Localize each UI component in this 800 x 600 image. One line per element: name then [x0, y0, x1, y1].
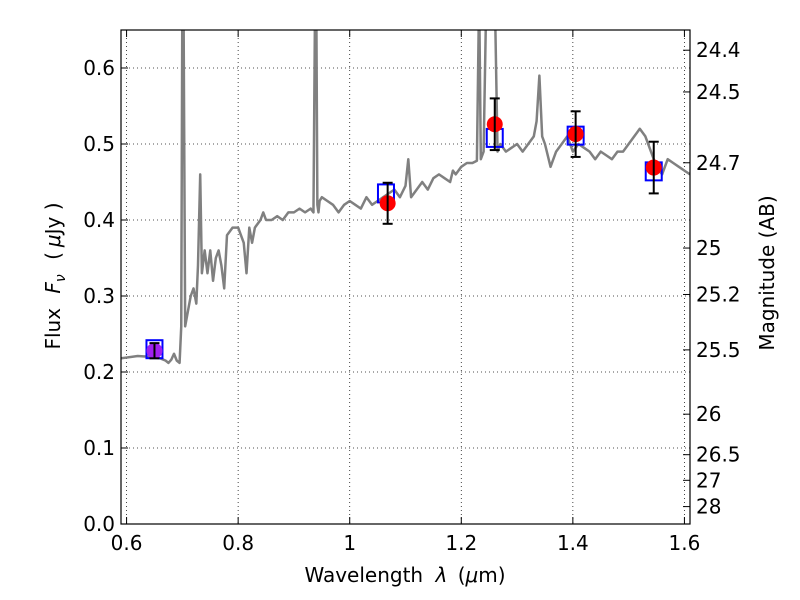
x-tick-label: 0.8 — [222, 531, 254, 555]
right-tick-label: 25 — [696, 236, 721, 260]
y-tick-label: 0.6 — [83, 56, 115, 80]
axes-frame — [120, 29, 691, 525]
right-tick-label: 25.5 — [696, 338, 741, 362]
y-tick-label: 0.2 — [83, 360, 115, 384]
spectrum-line — [121, 30, 690, 365]
right-axis-label: Magnitude (AB) — [755, 195, 779, 350]
plot-border — [120, 29, 691, 525]
right-tick-label: 26.5 — [696, 443, 741, 467]
right-tick-label: 24.7 — [696, 151, 741, 175]
right-tick-label: 26 — [696, 402, 721, 426]
plot-area — [121, 30, 690, 365]
y-tick-label: 0.3 — [83, 284, 115, 308]
x-tick-label: 0.6 — [111, 531, 143, 555]
x-tick-label: 1.2 — [445, 531, 477, 555]
x-axis-label: Wavelength λ (μm) — [304, 563, 505, 587]
gridlines — [121, 30, 690, 525]
right-tick-label: 28 — [696, 495, 721, 519]
x-tick-label: 1 — [343, 531, 356, 555]
right-tick-label: 27 — [696, 468, 721, 492]
y-tick-label: 0.1 — [83, 436, 115, 460]
y-tick-label: 0.5 — [83, 132, 115, 156]
y-tick-label: 0.0 — [83, 512, 115, 536]
x-tick-label: 1.6 — [669, 531, 701, 555]
right-tick-label: 25.2 — [696, 282, 741, 306]
axis-ticks: 0.6 0.8 1 1.2 1.4 1.6 0.0 0.1 0.2 0.3 0.4 0.5 0.6 24.… — [83, 30, 741, 555]
y-tick-label: 0.4 — [83, 208, 115, 232]
right-tick-label: 24.4 — [696, 38, 741, 62]
y-axis-label: Flux Fν (μJy ) — [41, 202, 70, 349]
x-tick-label: 1.4 — [557, 531, 589, 555]
right-tick-label: 24.5 — [696, 80, 741, 104]
